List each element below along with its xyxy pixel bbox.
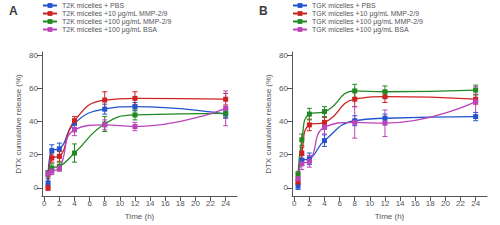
svg-text:40: 40 [29, 117, 38, 126]
svg-text:22: 22 [456, 199, 465, 208]
svg-text:22: 22 [206, 199, 215, 208]
svg-text:Time (h): Time (h) [375, 212, 405, 221]
svg-text:14: 14 [146, 199, 155, 208]
svg-text:B: B [259, 4, 268, 18]
svg-text:Time (h): Time (h) [125, 212, 155, 221]
svg-text:TGK micelles +100 μg/mL BSA: TGK micelles +100 μg/mL BSA [312, 26, 409, 34]
svg-text:0: 0 [284, 183, 289, 192]
svg-text:18: 18 [176, 199, 185, 208]
svg-text:6: 6 [87, 199, 92, 208]
svg-text:10: 10 [365, 199, 374, 208]
svg-text:2: 2 [307, 199, 312, 208]
svg-text:TGK micelles + PBS: TGK micelles + PBS [312, 2, 376, 9]
svg-text:18: 18 [426, 199, 435, 208]
svg-text:T2K micelles +100 μg/mL MMP-2/: T2K micelles +100 μg/mL MMP-2/9 [62, 18, 172, 26]
svg-text:20: 20 [441, 199, 450, 208]
svg-text:A: A [9, 4, 18, 18]
svg-text:60: 60 [279, 84, 288, 93]
svg-text:T2K micelles +100 μg/mL BSA: T2K micelles +100 μg/mL BSA [62, 26, 157, 34]
svg-text:12: 12 [131, 199, 140, 208]
svg-text:4: 4 [72, 199, 77, 208]
svg-text:24: 24 [221, 199, 230, 208]
svg-text:20: 20 [191, 199, 200, 208]
svg-text:DTX cumulative release (%): DTX cumulative release (%) [264, 74, 273, 174]
svg-text:8: 8 [353, 199, 358, 208]
svg-text:T2K micelles +10 μg/mL MMP-2/9: T2K micelles +10 μg/mL MMP-2/9 [62, 10, 168, 18]
svg-text:16: 16 [411, 199, 420, 208]
svg-text:0: 0 [42, 199, 47, 208]
svg-text:8: 8 [103, 199, 108, 208]
svg-text:60: 60 [29, 84, 38, 93]
svg-text:16: 16 [161, 199, 170, 208]
svg-text:20: 20 [279, 150, 288, 159]
svg-text:24: 24 [471, 199, 480, 208]
svg-text:10: 10 [115, 199, 124, 208]
svg-text:0: 0 [34, 183, 39, 192]
svg-text:2: 2 [57, 199, 62, 208]
svg-text:T2K micelles + PBS: T2K micelles + PBS [62, 2, 124, 9]
svg-text:80: 80 [29, 51, 38, 60]
svg-text:14: 14 [396, 199, 405, 208]
svg-text:20: 20 [29, 150, 38, 159]
svg-text:80: 80 [279, 51, 288, 60]
svg-text:40: 40 [279, 117, 288, 126]
svg-text:6: 6 [337, 199, 342, 208]
svg-text:TGK micelles +100 μg/mL MMP-2/: TGK micelles +100 μg/mL MMP-2/9 [312, 18, 423, 26]
svg-text:TGK micelles +10 μg/mL MMP-2/9: TGK micelles +10 μg/mL MMP-2/9 [312, 10, 419, 18]
svg-text:12: 12 [381, 199, 390, 208]
svg-text:0: 0 [292, 199, 297, 208]
svg-text:DTX cumulative release (%): DTX cumulative release (%) [14, 74, 23, 174]
svg-text:4: 4 [322, 199, 327, 208]
